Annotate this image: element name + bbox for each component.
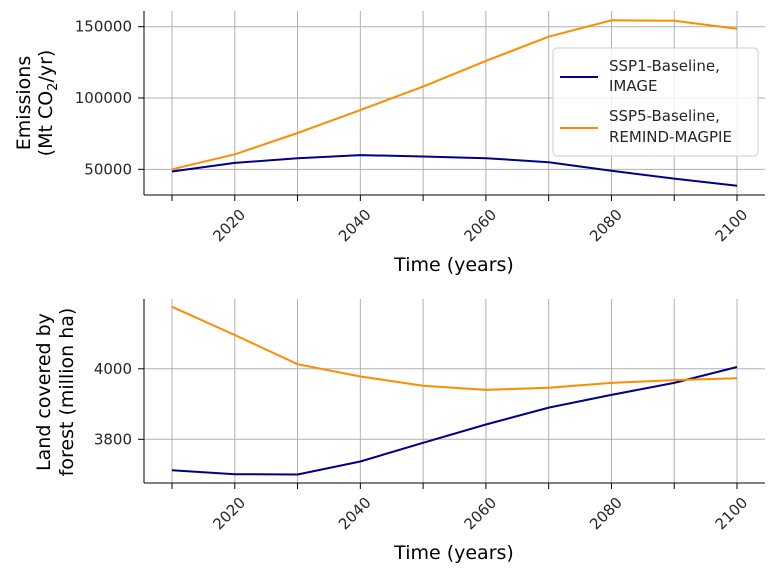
forest-y-tick-label: 3800 <box>94 430 132 448</box>
emissions-x-tick-label: 2060 <box>460 206 500 246</box>
emissions-x-tick-label: 2100 <box>712 206 752 246</box>
emissions-y-tick-label: 150000 <box>75 18 132 36</box>
emissions-y-axis-title-line1: Emissions <box>13 56 35 150</box>
forest-y-axis-title-line2: forest (million ha) <box>56 308 78 477</box>
forest-x-tick-label: 2060 <box>460 494 500 534</box>
forest-x-tick-label: 2040 <box>335 494 375 534</box>
emissions-y-axis-title-line2: (Mt CO2/yr) <box>35 50 61 157</box>
forest-x-axis-title: Time (years) <box>393 542 514 564</box>
forest-x-tick-label: 2080 <box>586 494 626 534</box>
emissions-x-tick-label: 2080 <box>586 206 626 246</box>
emissions-series-line-ssp1 <box>171 154 738 187</box>
emissions-chart: 2020 2040 2060 2080 2100 50000 100000 150000 Em… <box>13 11 765 276</box>
forest-series-lines <box>171 305 738 476</box>
emissions-x-axis-title: Time (years) <box>393 254 514 276</box>
forest-x-tick-label: 2100 <box>712 494 752 534</box>
legend-label-ssp5-line2: REMIND-MAGPIE <box>609 128 732 146</box>
forest-grid <box>144 299 765 483</box>
forest-chart: 2020 2040 2060 2080 2100 3800 4000 Land covere… <box>33 299 765 564</box>
legend: SSP1-Baseline, IMAGE SSP5-Baseline, REMI… <box>552 47 759 157</box>
forest-series-line-ssp5 <box>171 305 738 391</box>
emissions-x-tick-label: 2040 <box>335 206 375 246</box>
emissions-y-tick-label: 100000 <box>75 89 132 107</box>
emissions-series-lines <box>171 19 738 187</box>
forest-y-axis-title-line1: Land covered by <box>33 313 55 471</box>
forest-series-line-ssp1 <box>171 366 738 476</box>
emissions-y-tick-label: 50000 <box>84 160 132 178</box>
emissions-x-tick-label: 2020 <box>209 206 249 246</box>
legend-frame <box>552 47 759 157</box>
forest-y-tick-label: 4000 <box>94 360 132 378</box>
forest-x-tick-label: 2020 <box>209 494 249 534</box>
legend-label-ssp5-line1: SSP5-Baseline, <box>609 107 720 125</box>
emissions-series-line-ssp5 <box>171 19 738 171</box>
legend-label-ssp1-line1: SSP1-Baseline, <box>609 57 720 75</box>
legend-label-ssp1-line2: IMAGE <box>609 77 657 95</box>
